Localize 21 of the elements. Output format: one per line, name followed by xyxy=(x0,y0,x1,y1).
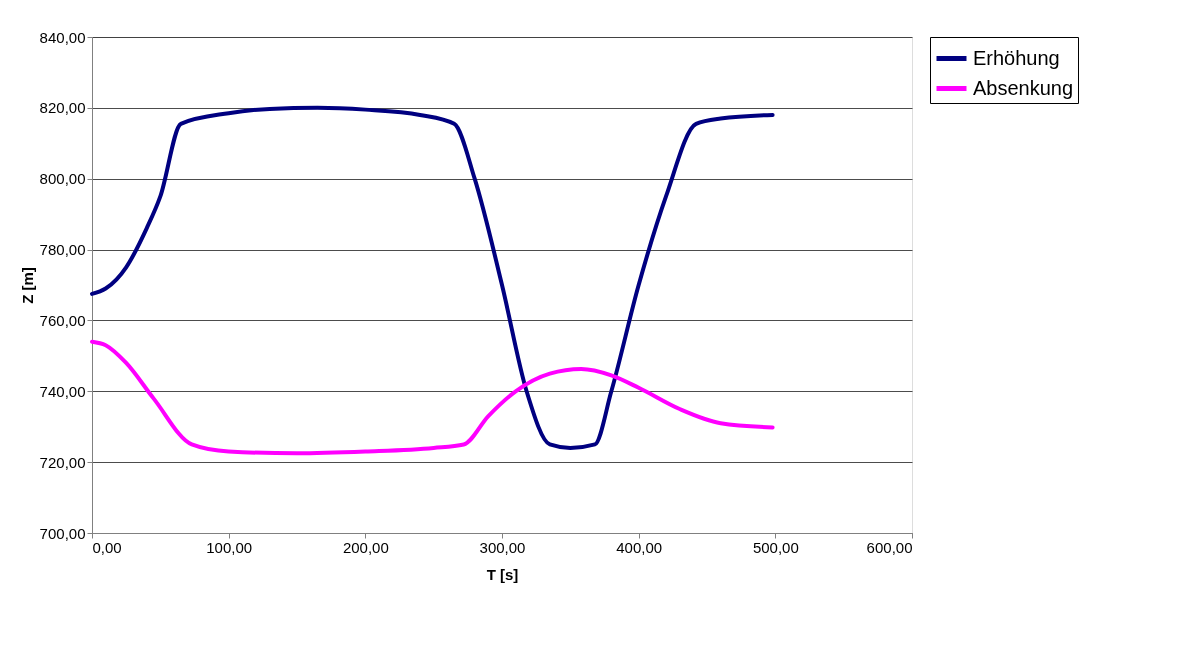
y-tick-label: 780,00 xyxy=(39,241,86,259)
legend-label: Absenkung xyxy=(973,76,1074,99)
y-tick-label: 740,00 xyxy=(39,382,86,400)
x-tick-label: 100,00 xyxy=(206,538,253,556)
y-tick-label: 760,00 xyxy=(39,311,86,329)
x-axis-title: T [s] xyxy=(486,565,519,583)
y-tick-label: 700,00 xyxy=(39,524,86,542)
x-tick-label: 200,00 xyxy=(342,538,389,556)
y-tick-label: 720,00 xyxy=(39,453,86,471)
x-tick-label: 300,00 xyxy=(479,538,526,556)
legend-label: Erhöhung xyxy=(973,46,1060,69)
y-tick-label: 800,00 xyxy=(39,170,86,188)
line-series xyxy=(90,339,775,456)
line-series xyxy=(90,105,775,450)
x-tick-label: 400,00 xyxy=(616,538,663,556)
y-tick-label: 840,00 xyxy=(39,28,86,46)
x-tick-label: 500,00 xyxy=(752,538,799,556)
y-axis-title: Z [m] xyxy=(18,267,36,304)
y-tick-label: 820,00 xyxy=(39,99,86,117)
x-tick-label: 600,00 xyxy=(866,538,913,556)
x-tick-label: 0,00 xyxy=(92,538,122,556)
